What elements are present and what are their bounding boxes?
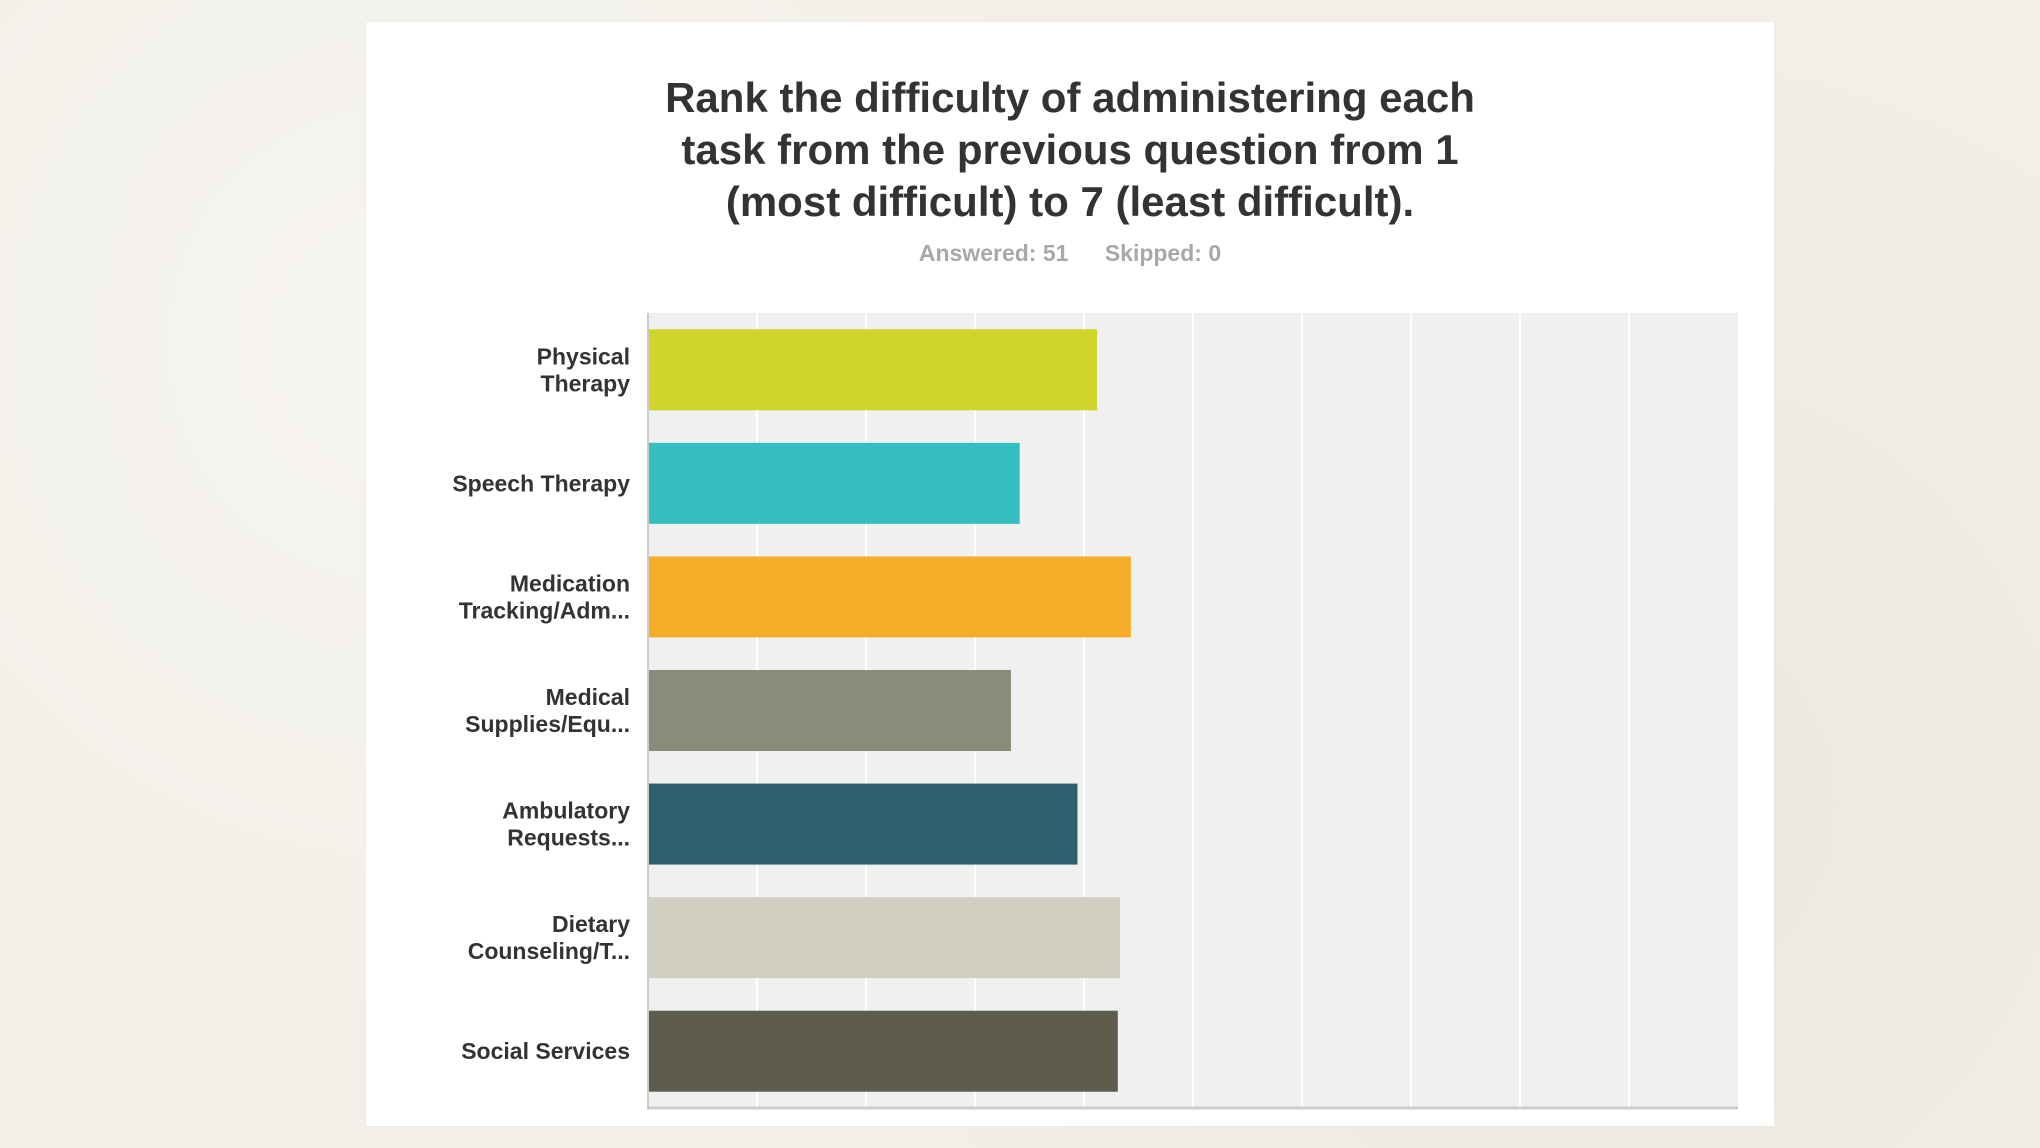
skipped-count: Skipped: 0 [1104,240,1222,266]
bar [648,556,1131,638]
category-label: Medication Tracking/Adm... [459,570,630,623]
bar [648,329,1098,411]
bar [648,897,1120,979]
survey-chart-card: Rank the difficulty of administering eac… [366,22,1774,1126]
chart-title: Rank the difficulty of administering eac… [665,74,1475,225]
category-label: Medical Supplies/Equ... [465,684,630,737]
category-label: Speech Therapy [452,470,630,496]
response-stats: Answered: 51 Skipped: 0 [366,240,1774,267]
answered-count: Answered: 51 [918,240,1069,266]
category-label: Social Services [461,1038,630,1064]
bar [648,783,1078,865]
category-label: Dietary Counseling/T... [468,911,630,964]
bar [648,670,1011,751]
category-label: Physical Therapy [537,343,631,396]
category-label: Ambulatory Requests... [502,798,630,851]
bar [648,1010,1118,1092]
bar-chart: Physical Therapy Speech Therapy Medication T… [452,313,1738,1110]
bar [648,442,1020,524]
